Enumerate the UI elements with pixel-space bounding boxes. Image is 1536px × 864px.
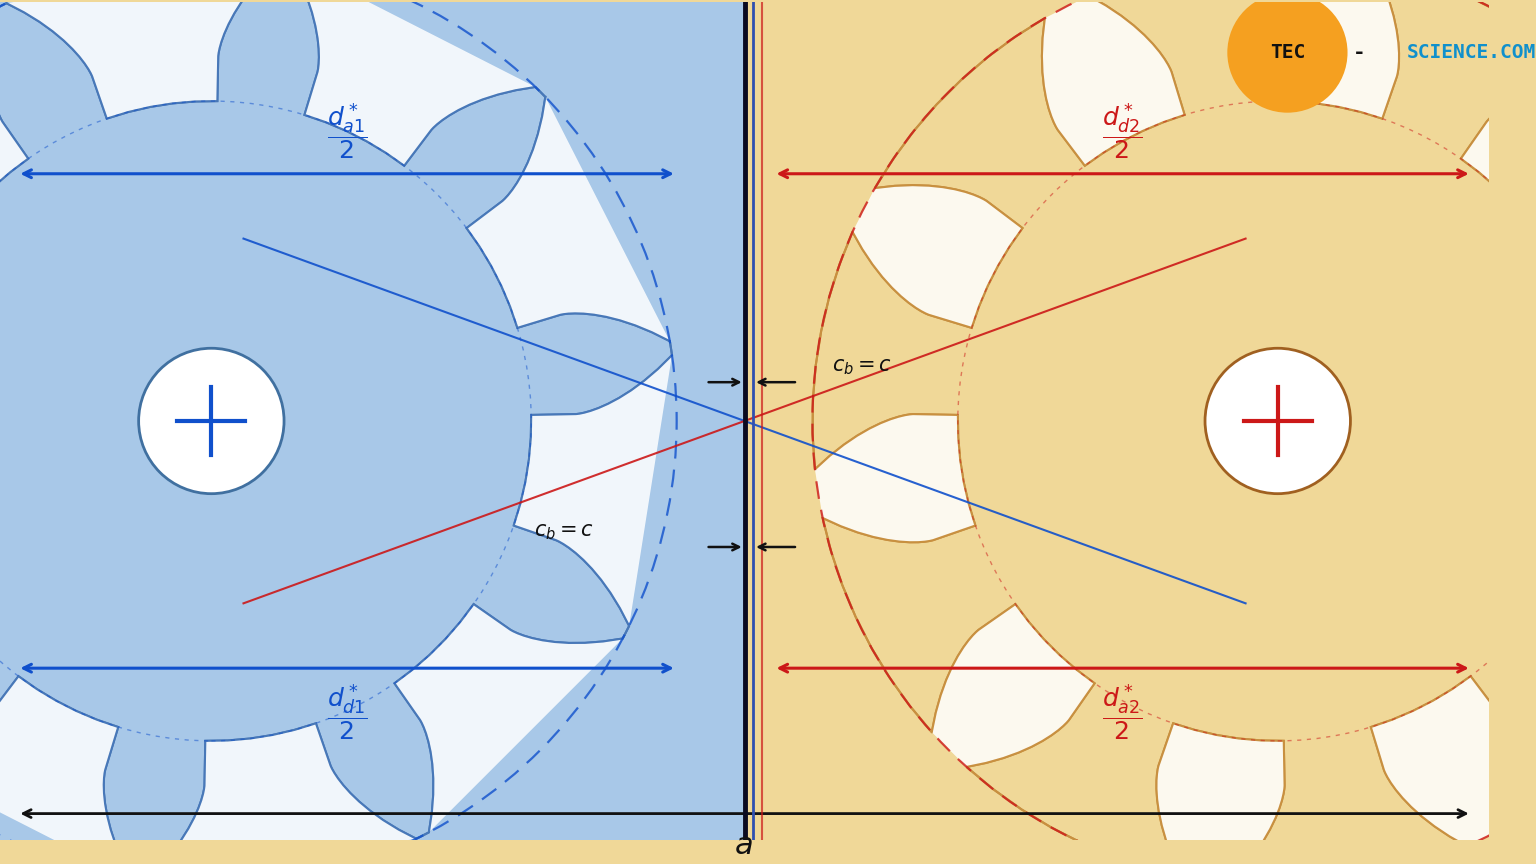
Polygon shape (852, 185, 1023, 327)
Polygon shape (1041, 0, 1184, 166)
Polygon shape (513, 355, 673, 626)
Polygon shape (146, 723, 416, 864)
Text: -: - (1353, 42, 1366, 62)
Text: $c_b=c$: $c_b=c$ (535, 522, 594, 542)
Text: SCIENCE.COM: SCIENCE.COM (1407, 43, 1536, 62)
Polygon shape (0, 677, 132, 864)
Text: $\dfrac{d_{a2}^*}{2}$: $\dfrac{d_{a2}^*}{2}$ (1103, 683, 1143, 743)
Polygon shape (1533, 514, 1536, 657)
Polygon shape (745, 0, 1521, 864)
Polygon shape (1157, 723, 1284, 864)
Polygon shape (813, 0, 1536, 864)
Polygon shape (0, 0, 673, 864)
Polygon shape (1270, 0, 1399, 118)
Polygon shape (6, 0, 276, 118)
Text: $\dfrac{d_{a1}^*}{2}$: $\dfrac{d_{a1}^*}{2}$ (327, 102, 367, 162)
Text: a: a (736, 831, 754, 860)
Circle shape (1206, 348, 1350, 493)
Polygon shape (395, 604, 622, 832)
Polygon shape (932, 604, 1095, 767)
Text: $c_b=c$: $c_b=c$ (833, 358, 892, 378)
Polygon shape (816, 414, 975, 543)
Text: $\dfrac{d_{d2}^*}{2}$: $\dfrac{d_{d2}^*}{2}$ (1103, 102, 1143, 162)
Polygon shape (0, 10, 28, 238)
Polygon shape (467, 97, 670, 341)
Circle shape (1227, 0, 1347, 112)
Text: TEC: TEC (1270, 43, 1306, 62)
Polygon shape (0, 0, 745, 864)
Polygon shape (1370, 677, 1513, 846)
Polygon shape (292, 0, 536, 166)
Text: $\dfrac{d_{d1}^*}{2}$: $\dfrac{d_{d1}^*}{2}$ (327, 683, 367, 743)
Polygon shape (1461, 75, 1536, 238)
Circle shape (138, 348, 284, 493)
